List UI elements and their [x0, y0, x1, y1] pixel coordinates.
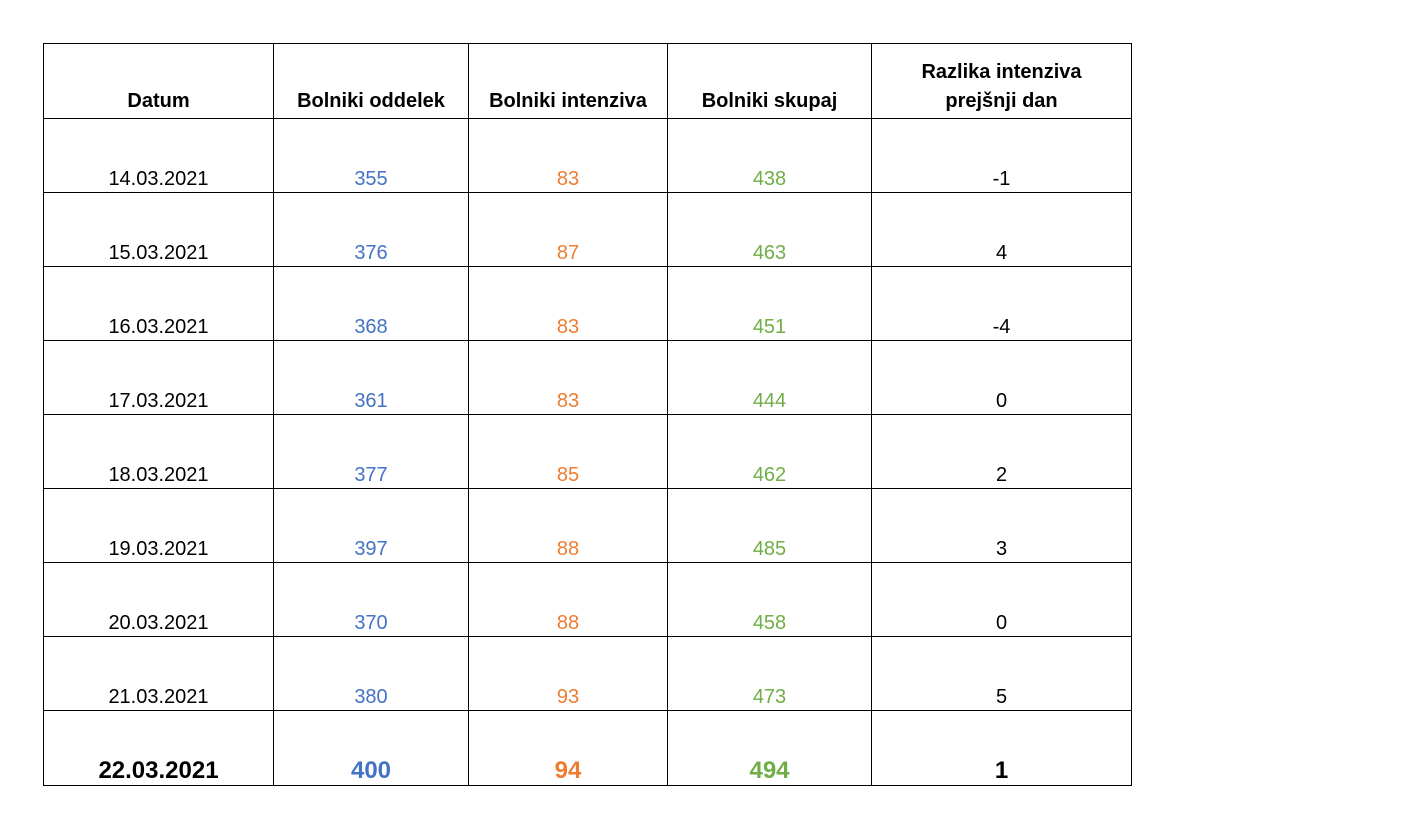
- table-row: 20.03.2021 370 88 458 0: [43, 562, 1132, 637]
- cell-oddelek: 400: [273, 710, 469, 786]
- cell-datum: 17.03.2021: [43, 340, 274, 415]
- cell-skupaj: 451: [667, 266, 872, 341]
- cell-oddelek: 377: [273, 414, 469, 489]
- cell-intenziva: 85: [468, 414, 668, 489]
- cell-razlika: 3: [871, 488, 1132, 563]
- cell-intenziva: 93: [468, 636, 668, 711]
- cell-skupaj: 485: [667, 488, 872, 563]
- cell-oddelek: 370: [273, 562, 469, 637]
- header-bolniki-skupaj: Bolniki skupaj: [667, 43, 872, 119]
- table-row: 17.03.2021 361 83 444 0: [43, 340, 1132, 415]
- cell-razlika: 0: [871, 562, 1132, 637]
- cell-intenziva: 83: [468, 118, 668, 193]
- cell-razlika: -4: [871, 266, 1132, 341]
- cell-razlika: 0: [871, 340, 1132, 415]
- cell-razlika: 5: [871, 636, 1132, 711]
- cell-skupaj: 473: [667, 636, 872, 711]
- cell-intenziva: 83: [468, 266, 668, 341]
- cell-skupaj: 462: [667, 414, 872, 489]
- cell-skupaj: 494: [667, 710, 872, 786]
- cell-razlika: 2: [871, 414, 1132, 489]
- cell-skupaj: 438: [667, 118, 872, 193]
- cell-datum: 18.03.2021: [43, 414, 274, 489]
- cell-intenziva: 88: [468, 562, 668, 637]
- cell-skupaj: 458: [667, 562, 872, 637]
- cell-oddelek: 355: [273, 118, 469, 193]
- cell-datum: 20.03.2021: [43, 562, 274, 637]
- table-row: 21.03.2021 380 93 473 5: [43, 636, 1132, 711]
- cell-intenziva: 87: [468, 192, 668, 267]
- cell-razlika: -1: [871, 118, 1132, 193]
- table-row: 15.03.2021 376 87 463 4: [43, 192, 1132, 267]
- cell-razlika: 4: [871, 192, 1132, 267]
- header-razlika-intenziva: Razlika intenziva prejšnji dan: [871, 43, 1132, 119]
- cell-skupaj: 444: [667, 340, 872, 415]
- cell-oddelek: 397: [273, 488, 469, 563]
- cell-datum: 22.03.2021: [43, 710, 274, 786]
- cell-razlika: 1: [871, 710, 1132, 786]
- cell-intenziva: 88: [468, 488, 668, 563]
- cell-oddelek: 376: [273, 192, 469, 267]
- cell-oddelek: 361: [273, 340, 469, 415]
- cell-datum: 21.03.2021: [43, 636, 274, 711]
- hospital-data-table: Datum Bolniki oddelek Bolniki intenziva …: [43, 43, 1132, 786]
- table-row: 19.03.2021 397 88 485 3: [43, 488, 1132, 563]
- table-row: 14.03.2021 355 83 438 -1: [43, 118, 1132, 193]
- cell-oddelek: 380: [273, 636, 469, 711]
- table-row: 18.03.2021 377 85 462 2: [43, 414, 1132, 489]
- table-row: 16.03.2021 368 83 451 -4: [43, 266, 1132, 341]
- cell-intenziva: 94: [468, 710, 668, 786]
- cell-intenziva: 83: [468, 340, 668, 415]
- table-row-latest: 22.03.2021 400 94 494 1: [43, 710, 1132, 786]
- header-bolniki-oddelek: Bolniki oddelek: [273, 43, 469, 119]
- table-header-row: Datum Bolniki oddelek Bolniki intenziva …: [43, 43, 1132, 119]
- cell-datum: 15.03.2021: [43, 192, 274, 267]
- cell-skupaj: 463: [667, 192, 872, 267]
- header-bolniki-intenziva: Bolniki intenziva: [468, 43, 668, 119]
- header-datum: Datum: [43, 43, 274, 119]
- cell-datum: 16.03.2021: [43, 266, 274, 341]
- cell-datum: 19.03.2021: [43, 488, 274, 563]
- cell-datum: 14.03.2021: [43, 118, 274, 193]
- cell-oddelek: 368: [273, 266, 469, 341]
